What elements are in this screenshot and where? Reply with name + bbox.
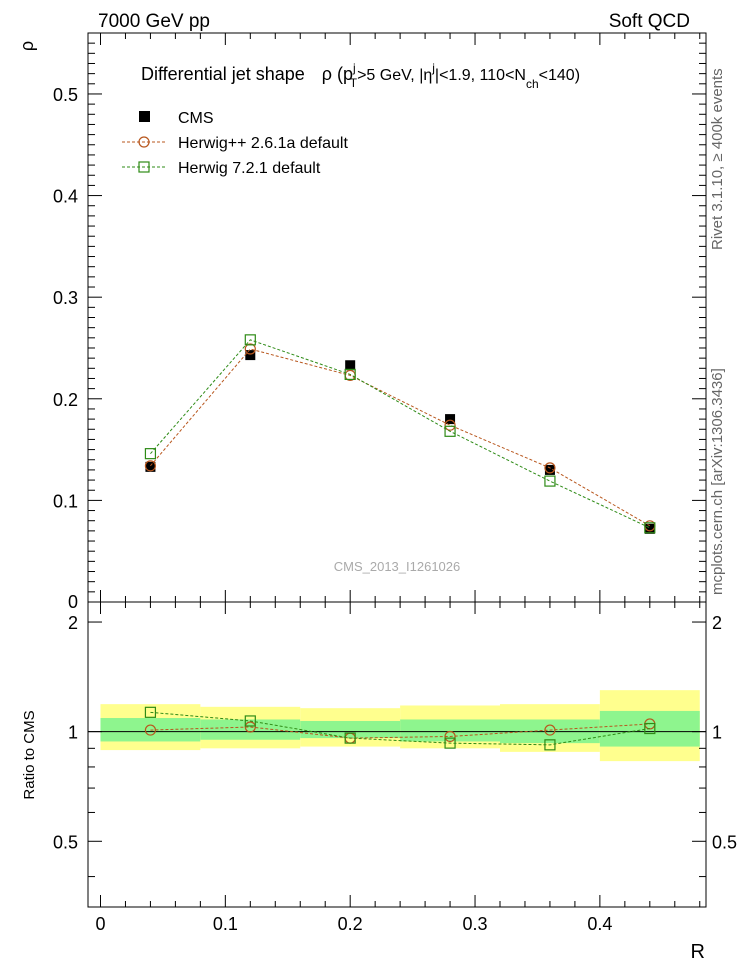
main-zero-label: 0 <box>68 592 78 612</box>
title-sup-j: j <box>352 61 356 75</box>
legend: CMS Herwig++ 2.6.1a default Herwig 7.2.1… <box>122 110 348 177</box>
main-cms-point <box>145 461 156 472</box>
main-cms-point <box>644 523 655 534</box>
analysis-watermark: CMS_2013_I1261026 <box>334 559 461 574</box>
ratio-herwig7-point <box>244 715 256 727</box>
title-part3: <140) <box>539 67 580 84</box>
main-herwig7-point <box>244 334 256 346</box>
main-ytick-label: 0.3 <box>53 288 78 308</box>
ratio-ylabel: Ratio to CMS <box>21 710 38 799</box>
ratio-herwig7-point <box>544 739 556 751</box>
title-sup-j-eta: j <box>431 61 435 75</box>
band-inner-2 <box>300 720 401 739</box>
ratio-ytick-label: 0.5 <box>53 832 78 852</box>
title-part1: >5 GeV, |η <box>357 67 432 84</box>
mcplots-label: mcplots.cern.ch [arXiv:1306.3436] <box>709 368 726 595</box>
main-ytick-label: 0.2 <box>53 390 78 410</box>
xtick-label: 0.4 <box>587 914 612 934</box>
main-herwig7-point <box>544 475 556 487</box>
ratio-herwigpp-point <box>244 721 256 733</box>
energy-label: 7000 GeV pp <box>98 11 210 32</box>
ratio-herwigpp-line <box>150 723 650 739</box>
legend-herwig7-marker <box>138 161 150 173</box>
legend-cms-marker <box>139 111 150 122</box>
band-inner-1 <box>200 719 301 740</box>
ratio-ytick-label-right: 0.5 <box>712 832 737 852</box>
main-herwig7-point <box>444 425 456 437</box>
category-label: Soft QCD <box>609 11 690 32</box>
main-cms-point <box>445 414 456 425</box>
xtick-label: 0.1 <box>213 914 238 934</box>
xlabel: R <box>691 941 705 963</box>
ratio-herwig7-point <box>644 722 656 735</box>
legend-herwigpp-label: Herwig++ 2.6.1a default <box>178 135 348 152</box>
xtick-label: 0 <box>95 914 105 934</box>
main-cms-point <box>544 464 555 475</box>
main-cms-point <box>245 350 256 361</box>
title-sub-ch: ch <box>526 77 539 91</box>
ratio-data-layer <box>144 706 656 751</box>
main-herwig7-point <box>344 368 356 380</box>
title-rho: ρ (p <box>322 64 353 84</box>
main-herwig7-point <box>144 448 157 460</box>
ratio-herwigpp-point <box>144 724 157 736</box>
main-ytick-label: 0.1 <box>53 491 78 511</box>
ratio-ytick-label-right: 2 <box>712 613 722 633</box>
main-herwigpp-point <box>144 460 157 472</box>
ratio-ytick-label: 1 <box>68 723 78 743</box>
band-inner-3 <box>400 719 500 742</box>
main-herwig7-point <box>644 522 656 534</box>
ratio-plot-frame <box>87 601 707 908</box>
main-ylabel: ρ <box>17 41 37 51</box>
main-herwigpp-point <box>444 419 456 431</box>
ratio-herwig7-point <box>344 732 356 744</box>
ratio-herwig7-point <box>144 706 157 718</box>
main-cms-point <box>345 360 356 371</box>
ratio-ytick-label-right: 1 <box>712 723 722 743</box>
main-ytick-label: 0.4 <box>53 187 78 207</box>
title-part2: |<1.9, 110<N <box>435 67 526 84</box>
main-ytick-label: 0.5 <box>53 85 78 105</box>
main-herwigpp-point <box>544 462 556 474</box>
ratio-ytick-label: 2 <box>68 613 78 633</box>
main-herwig7-line <box>150 339 651 529</box>
xtick-label: 0.3 <box>463 914 488 934</box>
main-data-layer <box>144 334 656 534</box>
axis-ticks: 0 0.1 0.2 0.3 0.4 0.1 0.2 0.3 0.4 0.5 0 0.5 0.5 1 1 2 2 <box>53 33 737 934</box>
ratio-herwigpp-point <box>444 730 456 743</box>
main-herwigpp-line <box>150 348 651 527</box>
ratio-herwig7-point <box>444 737 456 749</box>
chart-title: Differential jet shape ρ (pj T>5 GeV, |ηj… <box>141 61 580 91</box>
ratio-herwig7-line <box>150 711 650 746</box>
title-main: Differential jet shape <box>141 64 305 84</box>
ratio-herwigpp-point <box>544 724 556 736</box>
main-herwigpp-point <box>244 343 256 355</box>
xtick-label: 0.2 <box>338 914 363 934</box>
legend-herwigpp-marker <box>138 136 150 148</box>
legend-herwig7-label: Herwig 7.2.1 default <box>178 160 321 177</box>
title-sub-t: T <box>350 76 358 90</box>
rivet-label: Rivet 3.1.10, ≥ 400k events <box>709 68 726 250</box>
legend-cms-label: CMS <box>178 110 214 127</box>
